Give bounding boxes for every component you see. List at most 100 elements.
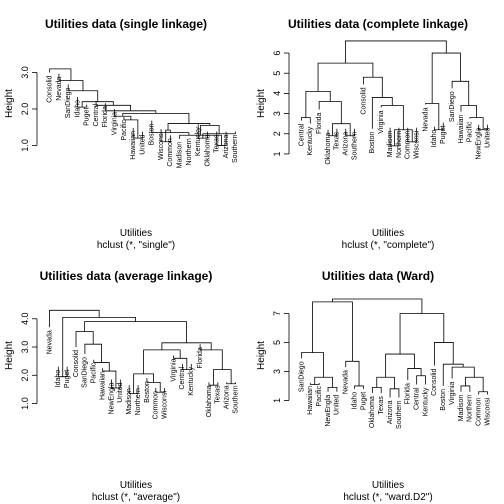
leaf-label-texas: Texas bbox=[334, 131, 341, 150]
leaf-label-oklahoma: Oklahoma bbox=[369, 396, 376, 428]
merge-branch bbox=[465, 376, 484, 392]
leaf-label-arizona: Arizona bbox=[224, 385, 231, 409]
merge-branch bbox=[451, 366, 475, 379]
leaf-label-virginia: Virginia bbox=[170, 358, 177, 381]
merge-branch bbox=[143, 349, 181, 374]
merge-branch bbox=[385, 353, 415, 378]
x-axis-label: Utilities bbox=[372, 228, 404, 239]
y-axis-label: Height bbox=[256, 89, 267, 118]
y-tick-label: 2 bbox=[272, 131, 282, 136]
merge-branch bbox=[431, 52, 461, 104]
leaf-label-arizona: Arizona bbox=[387, 400, 394, 424]
leaf-label-northern: Northern bbox=[467, 395, 474, 422]
merge-branch bbox=[199, 344, 223, 370]
leaf-label-central: Central bbox=[298, 123, 305, 146]
leaf-label-oklahoma: Oklahoma bbox=[206, 385, 213, 417]
leaf-label-sandiego: SanDiego bbox=[449, 91, 456, 122]
merge-branch bbox=[49, 309, 100, 328]
leaf-label-texas: Texas bbox=[215, 385, 222, 404]
merge-branch bbox=[301, 352, 324, 378]
leaf-label-oklahoma: Oklahoma bbox=[325, 133, 332, 165]
leaf-label-united: United bbox=[484, 128, 491, 148]
merge-branch bbox=[95, 100, 132, 111]
leaf-label-puget: Puget bbox=[440, 126, 447, 144]
leaf-label-madison: Madison bbox=[176, 142, 183, 169]
leaf-label-common: Common bbox=[167, 138, 174, 167]
merge-branch bbox=[49, 68, 72, 81]
y-tick-label: 3.0 bbox=[20, 66, 30, 79]
merge-branch bbox=[165, 129, 171, 142]
leaf-label-arizona: Arizona bbox=[343, 132, 350, 156]
merge-branch bbox=[122, 112, 190, 124]
leaf-label-united: United bbox=[334, 395, 341, 415]
leaf-label-idaho: Idaho bbox=[55, 370, 62, 388]
merge-branch bbox=[345, 128, 356, 137]
leaf-label-texas: Texas bbox=[378, 396, 385, 415]
leaf-label-sandiego: SanDiego bbox=[65, 87, 72, 118]
y-tick-label: 3.0 bbox=[20, 341, 30, 354]
dendrogram-panel-4: Utilities data (Ward) 1 3 5 7 Height SanDiegoH… bbox=[256, 269, 491, 503]
merge-branch bbox=[57, 366, 68, 378]
merge-branch bbox=[317, 62, 374, 92]
method-label: hclust (*, "complete") bbox=[342, 240, 435, 251]
x-axis-label: Utilities bbox=[372, 480, 404, 491]
merge-branch bbox=[399, 313, 445, 355]
merge-branch bbox=[332, 298, 423, 314]
merge-branch bbox=[451, 80, 470, 106]
leaf-label-idaho: Idaho bbox=[431, 130, 438, 148]
leaf-label-united: United bbox=[139, 134, 146, 154]
merge-branch bbox=[332, 123, 351, 136]
x-axis-label: Utilities bbox=[120, 228, 152, 239]
leaf-label-nevada: Nevada bbox=[56, 77, 63, 101]
y-tick-label: 6 bbox=[272, 51, 282, 56]
leaf-label-sandiego: SanDiego bbox=[298, 361, 305, 392]
leaf-label-kentucky: Kentucky bbox=[422, 387, 429, 416]
leaf-label-pacific: Pacific bbox=[91, 362, 98, 383]
merge-branch bbox=[327, 128, 338, 137]
merge-branch bbox=[167, 123, 211, 131]
merge-branch bbox=[200, 124, 220, 136]
leaf-label-kentucky: Kentucky bbox=[195, 127, 202, 156]
leaf-label-boston: Boston bbox=[369, 132, 376, 154]
y-tick-label: 5 bbox=[272, 340, 282, 345]
leaf-label-wisconsi: Wisconsi bbox=[484, 397, 491, 425]
merge-branch bbox=[179, 134, 222, 146]
leaf-label-nevada: Nevada bbox=[46, 330, 53, 354]
leaf-label-common: Common bbox=[476, 398, 483, 427]
leaf-label-florida: Florida bbox=[197, 347, 204, 369]
y-tick-label: 4.0 bbox=[20, 313, 30, 326]
leaf-label-common: Common bbox=[405, 131, 412, 160]
leaf-label-wisconsi: Wisconsi bbox=[158, 132, 165, 160]
leaf-label-newengla: NewEngla bbox=[325, 395, 332, 427]
y-tick-label: 3 bbox=[272, 369, 282, 374]
merge-branch bbox=[354, 385, 364, 389]
method-label: hclust (*, "single") bbox=[97, 240, 175, 251]
y-tick-label: 1 bbox=[272, 151, 282, 156]
merge-branch bbox=[460, 105, 477, 118]
method-label: hclust (*, "ward.D2") bbox=[343, 492, 432, 503]
leaf-label-northern: Northern bbox=[135, 388, 142, 415]
merge-branch bbox=[314, 376, 333, 388]
leaf-label-newengla: NewEngla bbox=[108, 382, 115, 414]
leaf-label-boston: Boston bbox=[149, 124, 156, 146]
leaf-label-southern: Southern bbox=[232, 385, 239, 414]
leaf-label-kentucky: Kentucky bbox=[307, 126, 314, 155]
merge-branch bbox=[208, 382, 219, 386]
leaf-label-sandiego: SanDiego bbox=[82, 357, 89, 388]
y-tick-label: 1 bbox=[272, 398, 282, 403]
merge-branch bbox=[376, 376, 395, 389]
leaf-label-madison: Madison bbox=[458, 395, 465, 422]
chart-title: Utilities data (single linkage) bbox=[45, 17, 207, 31]
leaf-label-idaho: Idaho bbox=[351, 392, 358, 410]
leaf-label-madison: Madison bbox=[387, 131, 394, 158]
leaf-label-hawaiian: Hawaiian bbox=[307, 386, 314, 415]
dendrogram-panel-3: Utilities data (average linkage) 1.0 2.0 3.… bbox=[4, 269, 239, 503]
leaf-label-united: United bbox=[117, 382, 124, 402]
y-tick-label: 3 bbox=[272, 111, 282, 116]
y-tick-label: 1.0 bbox=[20, 139, 30, 152]
leaf-label-texas: Texas bbox=[214, 134, 221, 153]
leaf-label-southern: Southern bbox=[351, 132, 358, 161]
leaf-label-puget: Puget bbox=[84, 108, 91, 126]
leaf-label-southern: Southern bbox=[396, 400, 403, 429]
